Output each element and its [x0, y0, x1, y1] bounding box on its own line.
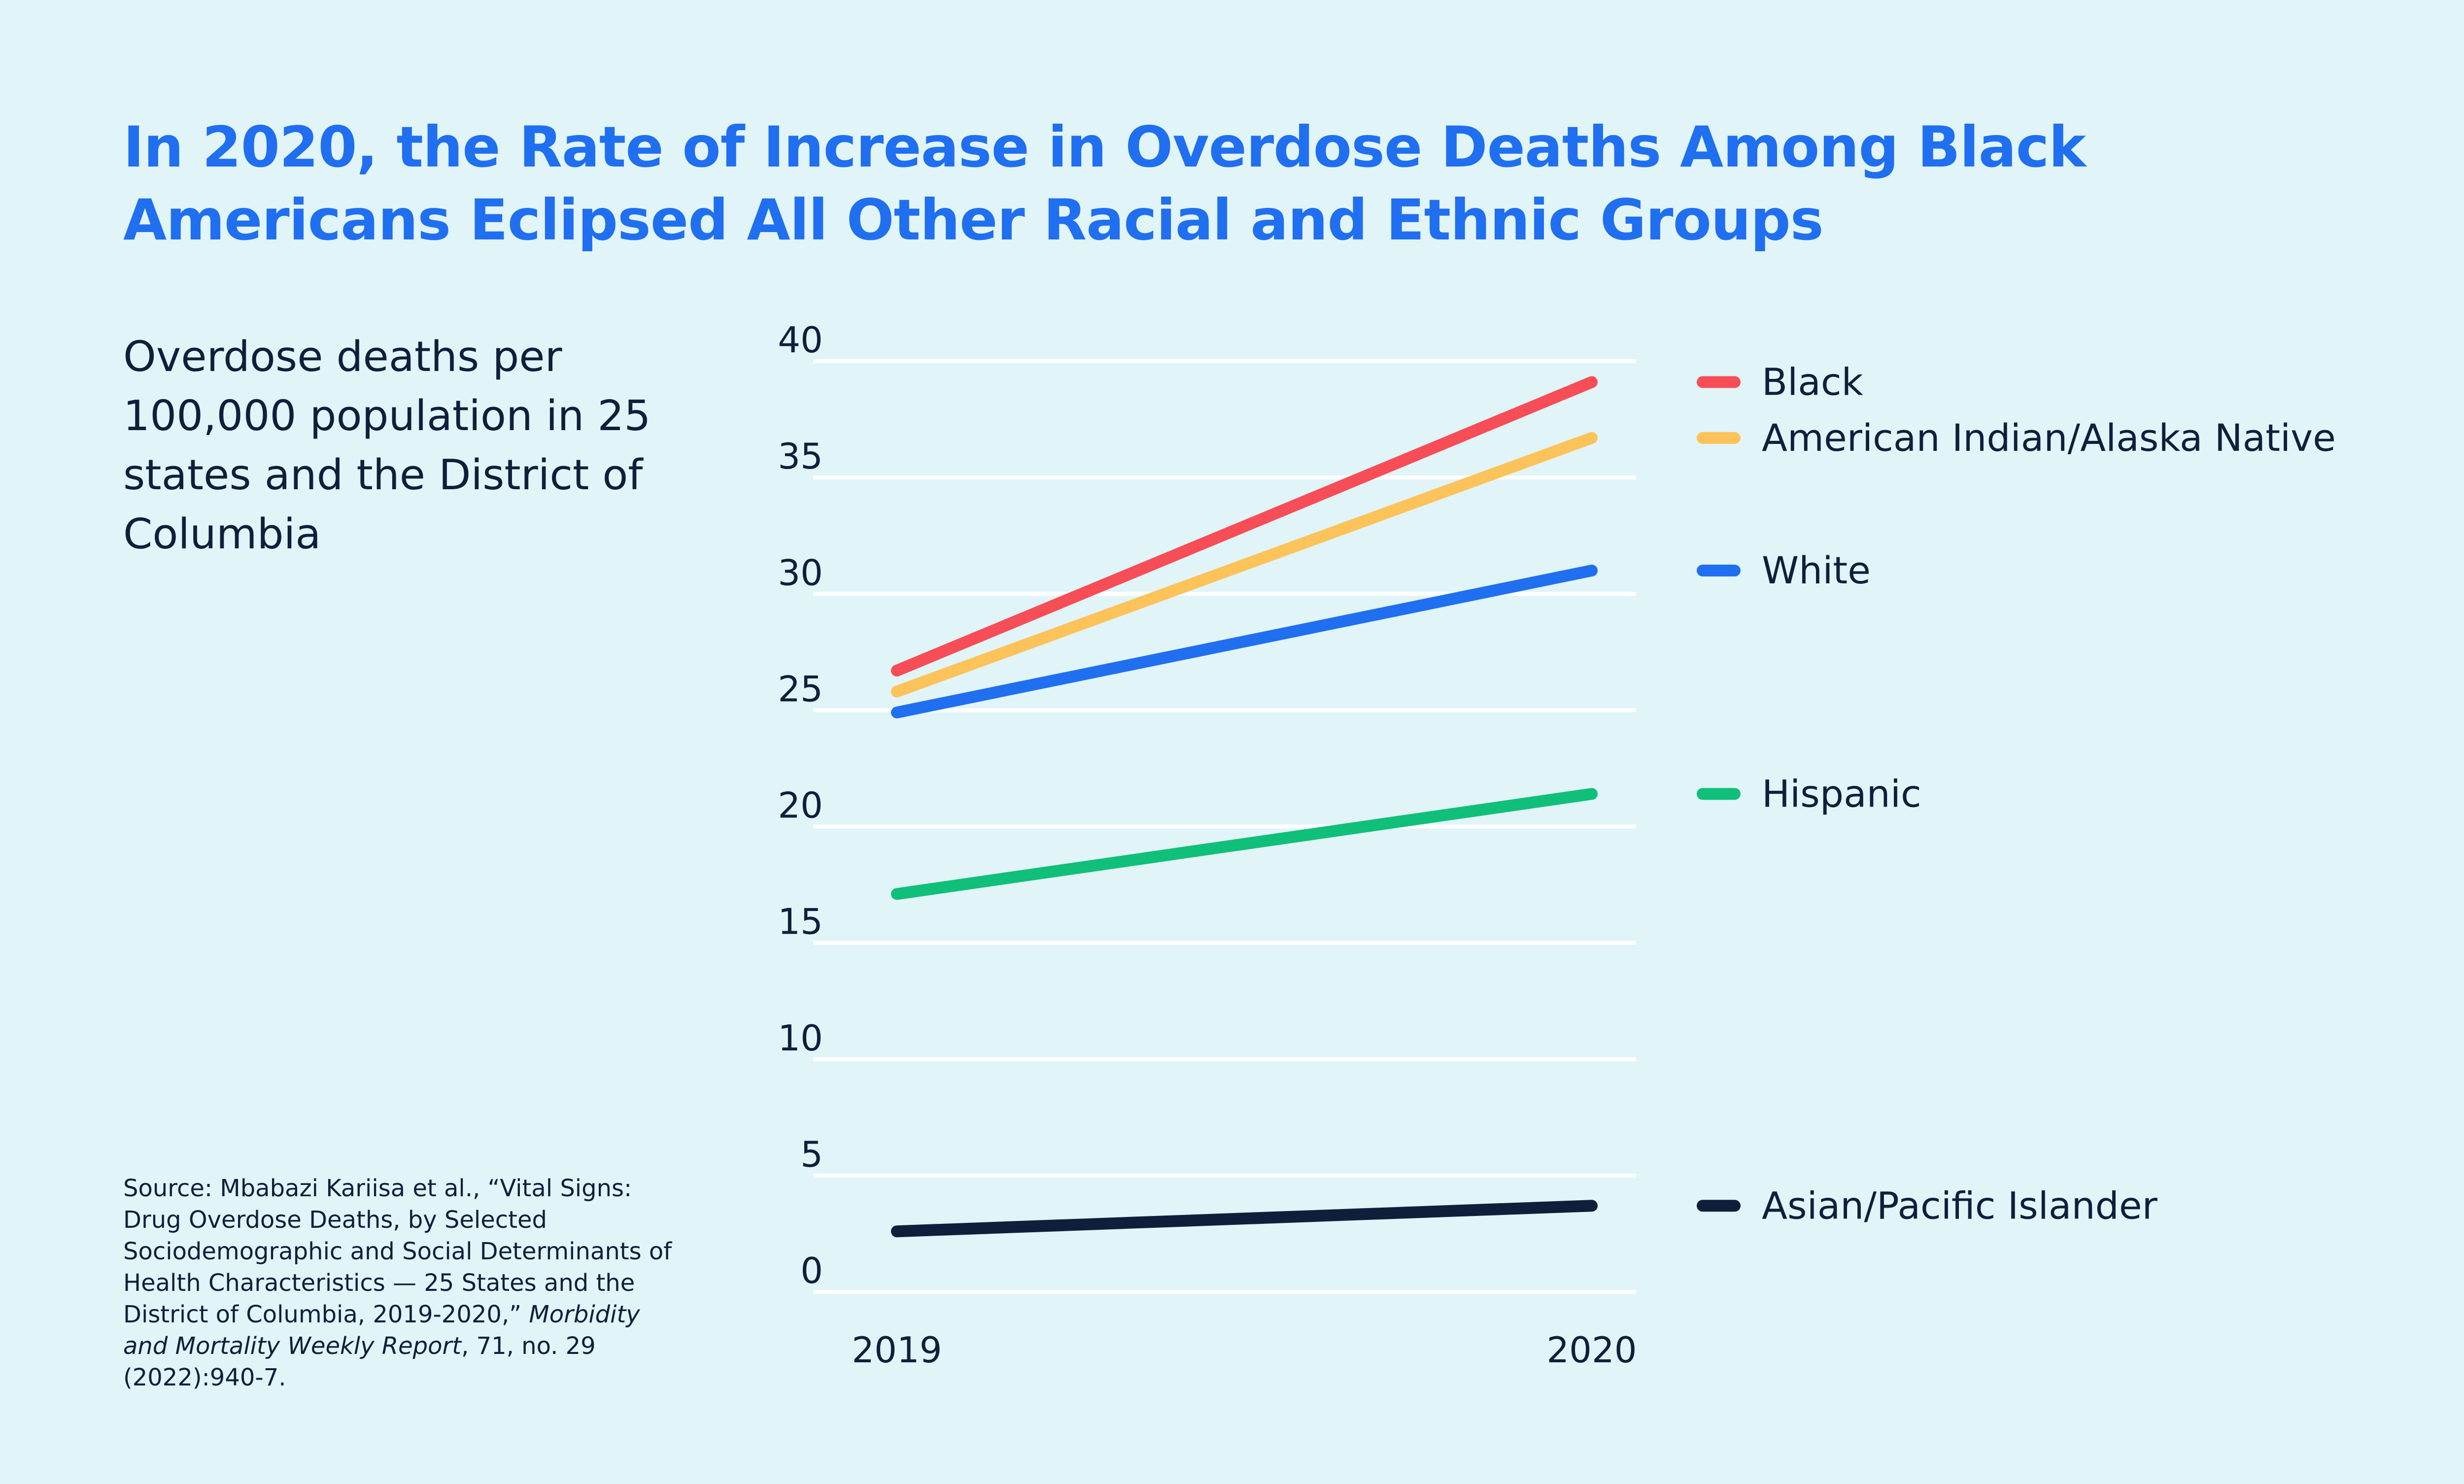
legend-label: Asian/Pacific Islander: [1762, 1183, 2158, 1227]
source-text: Source: Mbabazi Kariisa et al., “Vital S…: [123, 1175, 672, 1328]
legend-item: American Indian/Alaska Native: [1697, 416, 2336, 460]
x-tick-label: 2019: [852, 1329, 942, 1371]
y-tick-label: 0: [800, 1250, 823, 1291]
legend-label: White: [1762, 548, 1871, 592]
source-citation: , 71, no. 29 (2022):940-7.: [123, 1332, 596, 1391]
y-tick-label: 35: [778, 436, 823, 477]
y-tick-label: 40: [778, 319, 823, 361]
legend-label: Hispanic: [1762, 772, 1921, 815]
series-line: [891, 1200, 1598, 1238]
legend-item: Asian/Pacific Islander: [1697, 1183, 2158, 1227]
series-line: [891, 788, 1598, 900]
y-tick-label: 5: [800, 1134, 823, 1175]
y-tick-label: 25: [778, 668, 823, 709]
legend-item: White: [1697, 548, 1871, 592]
x-tick-label: 2020: [1546, 1329, 1637, 1371]
series-line: [891, 432, 1598, 698]
x-axis-ticks: 2019 2020: [852, 1329, 1637, 1371]
y-tick-label: 15: [778, 901, 823, 943]
series-lines: [891, 376, 1598, 1238]
chart-subtitle: Overdose deaths per 100,000 population i…: [123, 333, 651, 559]
legend-item: Hispanic: [1697, 772, 1921, 815]
source-note: Source: Mbabazi Kariisa et al., “Vital S…: [123, 1173, 690, 1393]
y-axis-ticks: 0 5 10 15 20 25 30 35 40: [778, 319, 823, 1291]
series-line: [891, 565, 1598, 719]
legend: Black American Indian/Alaska Native White H…: [1697, 360, 2336, 1227]
legend-label: Black: [1762, 360, 1863, 404]
legend-item: Black: [1697, 360, 1863, 404]
y-tick-label: 20: [778, 785, 823, 826]
legend-label: American Indian/Alaska Native: [1762, 416, 2336, 460]
chart-title: In 2020, the Rate of Increase in Overdos…: [123, 114, 2086, 253]
source-journal: Morbidity and Mortality Weekly Report: [123, 1301, 640, 1360]
series-line: [891, 376, 1598, 677]
gridlines: [813, 359, 1636, 1294]
y-tick-label: 10: [778, 1017, 823, 1059]
y-tick-label: 30: [778, 552, 823, 593]
